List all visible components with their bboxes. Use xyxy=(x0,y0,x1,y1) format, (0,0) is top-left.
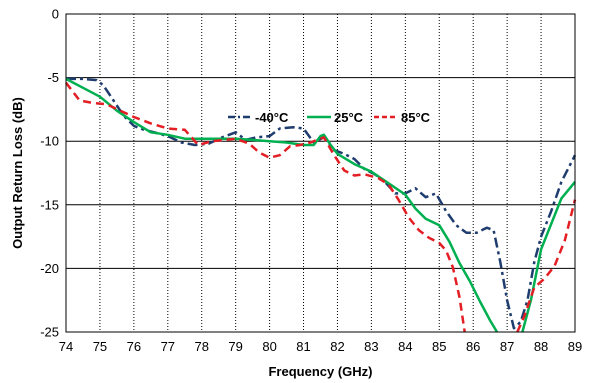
x-axis-title: Frequency (GHz) xyxy=(268,364,372,379)
x-tick-label: 85 xyxy=(432,339,446,354)
x-tick-label: 84 xyxy=(398,339,412,354)
plot-border xyxy=(65,13,576,333)
x-tick-label: 87 xyxy=(500,339,514,354)
x-tick-label: 75 xyxy=(93,339,107,354)
x-tick-label: 74 xyxy=(59,339,73,354)
legend: -40°C 25°C 85°C xyxy=(228,110,431,125)
x-tick-label: 77 xyxy=(161,339,175,354)
x-tick-label: 89 xyxy=(568,339,582,354)
legend-label: -40°C xyxy=(255,110,289,125)
x-tick-label: 78 xyxy=(194,339,208,354)
x-tick-label: 80 xyxy=(262,339,276,354)
y-tick-label: 0 xyxy=(52,7,59,22)
series-line-3 xyxy=(65,81,466,333)
x-tick-label: 82 xyxy=(330,339,344,354)
x-tick-labels: 74 75 76 77 78 79 80 81 82 83 84 85 86 87 88 89 xyxy=(59,339,582,354)
x-tick-label: 81 xyxy=(296,339,310,354)
y-tick-label: -20 xyxy=(40,261,59,276)
series-lines xyxy=(65,77,577,333)
series-line-1 xyxy=(65,77,499,333)
y-tick-label: -25 xyxy=(40,325,59,340)
legend-label: 25°C xyxy=(334,110,364,125)
x-tick-label: 86 xyxy=(466,339,480,354)
x-tick-label: 83 xyxy=(364,339,378,354)
x-tick-label: 88 xyxy=(534,339,548,354)
series-line-4 xyxy=(516,199,577,333)
grid-lines xyxy=(66,14,575,332)
y-tick-label: -5 xyxy=(47,70,59,85)
y-tick-label: -15 xyxy=(40,197,59,212)
x-tick-label: 76 xyxy=(127,339,141,354)
y-tick-label: -10 xyxy=(40,134,59,149)
series-line-2 xyxy=(521,181,576,333)
y-axis-title: Output Return Loss (dB) xyxy=(10,97,25,249)
legend-label: 85°C xyxy=(401,110,431,125)
y-tick-labels: 0 -5 -10 -15 -20 -25 xyxy=(40,7,59,340)
x-tick-label: 79 xyxy=(228,339,242,354)
